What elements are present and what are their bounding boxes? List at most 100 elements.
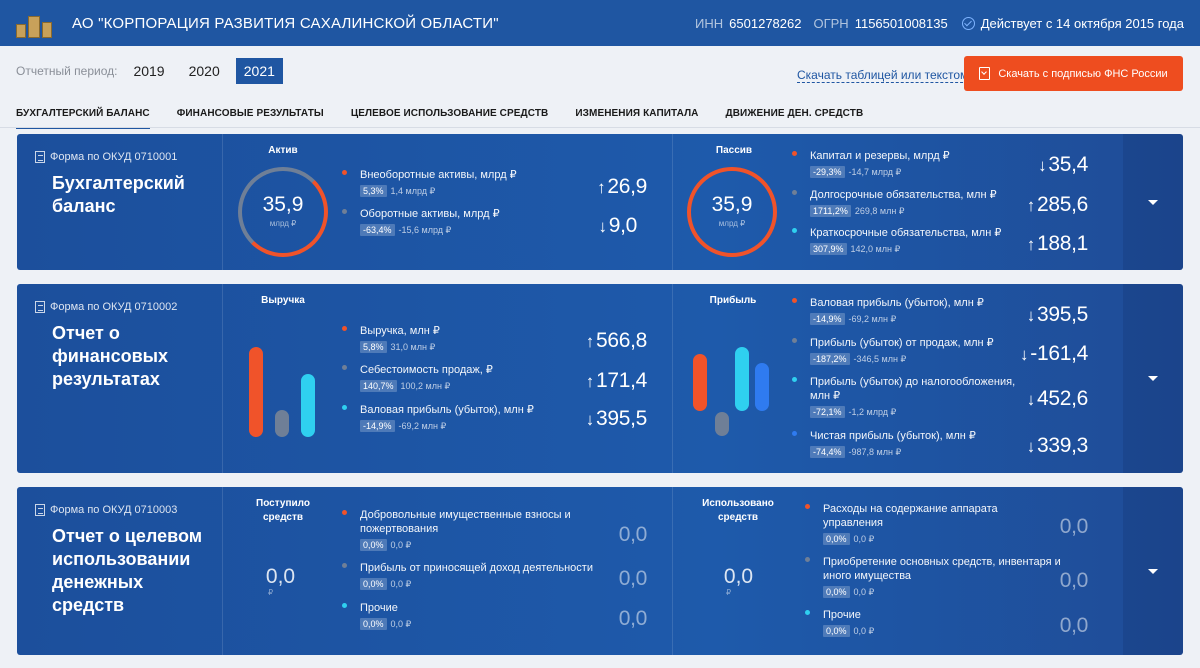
financial-results-card: Форма по ОКУД 0710002 Отчет о финансовых… (17, 284, 1183, 473)
gross-profit-bar (693, 354, 707, 411)
metric-value: ↑171,4 (585, 369, 648, 392)
tab-cash-flow[interactable]: ДВИЖЕНИЕ ДЕН. СРЕДСТВ (725, 108, 864, 119)
gross-profit-bar (301, 374, 315, 437)
tabs-divider (0, 127, 1200, 128)
metric-value: ↓35,4 (1038, 153, 1088, 176)
tab-balance[interactable]: БУХГАЛТЕРСКИЙ БАЛАНС (16, 108, 150, 129)
tab-capital-changes[interactable]: ИЗМЕНЕНИЯ КАПИТАЛА (575, 108, 699, 119)
metric-item: Прибыль от приносящей доход деятельности… (342, 561, 593, 590)
metric-item: Приобретение основных средств, инвентаря… (805, 555, 1063, 598)
revenue-bar (249, 347, 263, 437)
card-header: Форма по ОКУД 0710001 Бухгалтерский бала… (17, 134, 223, 270)
metric-value: ↑26,9 (597, 175, 647, 198)
revenue-panel: Выручка Выручка, млн ₽5,8% 31,0 млн ₽ ↑56… (223, 284, 673, 473)
metric-item: Валовая прибыль (убыток), млн ₽ -14,9% -69… (342, 403, 534, 432)
metric-value: ↑566,8 (585, 329, 648, 352)
download-signed-label: Скачать с подписью ФНС России (998, 67, 1168, 80)
ring-value: 35,9 (711, 193, 753, 216)
download-signed-button[interactable]: Скачать с подписью ФНС России (964, 56, 1183, 91)
metric-value: 0,0 (1059, 569, 1089, 592)
year-2021-button[interactable]: 2021 (235, 58, 283, 84)
ring-unit: млрд ₽ (269, 219, 297, 228)
metric-value: ↓9,0 (598, 214, 638, 237)
card-title: Отчет о целевом использовании денежных с… (52, 526, 203, 615)
card-title: Бухгалтерский баланс (52, 173, 185, 216)
metric-value: 0,0 (618, 607, 648, 630)
tab-target-use[interactable]: ЦЕЛЕВОЕ ИСПОЛЬЗОВАНИЕ СРЕДСТВ (350, 108, 549, 119)
card-header: Форма по ОКУД 0710003 Отчет о целевом ис… (17, 487, 223, 655)
pretax-profit-bar (735, 347, 749, 411)
metric-item: Чистая прибыль (убыток), млн ₽ -74,4% -987… (792, 429, 976, 458)
metric-item: Расходы на содержание аппарата управлени… (805, 502, 1033, 545)
card-title: Отчет о финансовых результатах (52, 323, 169, 389)
profit-panel: Прибыль Валовая прибыль (убыток), млн ₽ -… (673, 284, 1123, 473)
liabilities-panel: Пассив 35,9 млрд ₽ Капитал и резервы, мл… (673, 134, 1123, 270)
tab-financial-results[interactable]: ФИНАНСОВЫЕ РЕЗУЛЬТАТЫ (176, 108, 324, 119)
document-icon (35, 301, 45, 313)
okud-label: Форма по ОКУД 0710002 (35, 301, 177, 313)
okud-label: Форма по ОКУД 0710001 (35, 151, 177, 163)
used-total-unit: ₽ (726, 588, 732, 597)
metric-value: 0,0 (1059, 614, 1089, 637)
liabilities-ring: 35,9 млрд ₽ (687, 167, 777, 257)
cost-bar (275, 410, 289, 437)
metric-item: Внеоборотные активы, млрд ₽5,3% 1,4 млрд … (342, 168, 517, 197)
panel-title: Использовано средств (702, 498, 774, 523)
panel-title: Пассив (715, 145, 753, 156)
expand-balance-button[interactable] (1123, 134, 1183, 270)
panel-title: Поступило средств (256, 498, 310, 523)
report-tabs: БУХГАЛТЕРСКИЙ БАЛАНС ФИНАНСОВЫЕ РЕЗУЛЬТА… (16, 108, 890, 129)
metric-item: Выручка, млн ₽5,8% 31,0 млн ₽ (342, 324, 440, 353)
chevron-down-icon (1148, 568, 1158, 574)
ring-unit: млрд ₽ (718, 219, 746, 228)
metric-value: ↑188,1 (1026, 232, 1089, 255)
received-panel: Поступило средств 0,0 ₽ Добровольные иму… (223, 487, 673, 655)
download-icon (979, 67, 991, 80)
inn-value: 6501278262 (729, 15, 802, 31)
expand-results-button[interactable] (1123, 284, 1183, 473)
metric-item: Прибыль (убыток) от продаж, млн ₽ -187,2%… (792, 336, 994, 365)
assets-ring: 35,9 млрд ₽ (238, 167, 328, 257)
year-2020-button[interactable]: 2020 (188, 63, 220, 79)
document-icon (35, 151, 45, 163)
ogrn-label: ОГРН (813, 15, 849, 31)
period-selector: Отчетный период: 2019 2020 2021 (16, 57, 291, 85)
metric-value: ↓395,5 (585, 407, 648, 430)
card-header: Форма по ОКУД 0710002 Отчет о финансовых… (17, 284, 223, 473)
download-table-link[interactable]: Скачать таблицей или текстом (797, 68, 969, 83)
received-total-unit: ₽ (268, 588, 274, 597)
metric-item: Оборотные активы, млрд ₽ -63,4% -15,6 млрд… (342, 207, 500, 236)
status-text: Действует с 14 октября 2015 года (980, 15, 1184, 31)
metric-item: Прочие 0,0% 0,0 ₽ (342, 601, 411, 630)
target-use-card: Форма по ОКУД 0710003 Отчет о целевом ис… (17, 487, 1183, 655)
metric-item: Краткосрочные обязательства, млн ₽307,9%… (792, 226, 1001, 255)
metric-value: ↓-161,4 (1020, 342, 1088, 365)
panel-title: Прибыль (709, 295, 757, 306)
chevron-down-icon (1148, 376, 1158, 381)
metric-value: 0,0 (618, 567, 648, 590)
chevron-down-icon (1148, 199, 1158, 205)
metric-value: ↓395,5 (1026, 303, 1089, 326)
sales-profit-bar (715, 412, 729, 436)
metric-item: Капитал и резервы, млрд ₽ -29,3% -14,7 млр… (792, 149, 950, 178)
panel-title: Выручка (261, 295, 305, 306)
company-logo-icon (16, 8, 60, 38)
metric-item: Себестоимость продаж, ₽140,7% 100,2 млн ₽ (342, 363, 493, 392)
metric-value: ↓452,6 (1026, 387, 1089, 410)
okud-label: Форма по ОКУД 0710003 (35, 504, 177, 516)
ogrn-value: 1156501008135 (854, 15, 948, 31)
metric-value: ↓339,3 (1026, 434, 1089, 457)
metric-item: Добровольные имущественные взносы и поже… (342, 508, 590, 551)
top-bar: АО "КОРПОРАЦИЯ РАЗВИТИЯ САХАЛИНСКОЙ ОБЛА… (0, 0, 1200, 46)
metric-item: Прибыль (убыток) до налогообложения, млн… (792, 375, 1030, 418)
document-icon (35, 504, 45, 516)
inn-label: ИНН (695, 15, 724, 31)
year-2019-button[interactable]: 2019 (133, 63, 165, 79)
used-panel: Использовано средств 0,0 ₽ Расходы на со… (673, 487, 1123, 655)
expand-target-use-button[interactable] (1123, 487, 1183, 655)
metric-item: Прочие 0,0% 0,0 ₽ (805, 608, 874, 637)
company-title: АО "КОРПОРАЦИЯ РАЗВИТИЯ САХАЛИНСКОЙ ОБЛА… (72, 14, 499, 32)
metric-value: 0,0 (618, 523, 648, 546)
period-label: Отчетный период: (16, 64, 118, 78)
metric-value: 0,0 (1059, 515, 1089, 538)
